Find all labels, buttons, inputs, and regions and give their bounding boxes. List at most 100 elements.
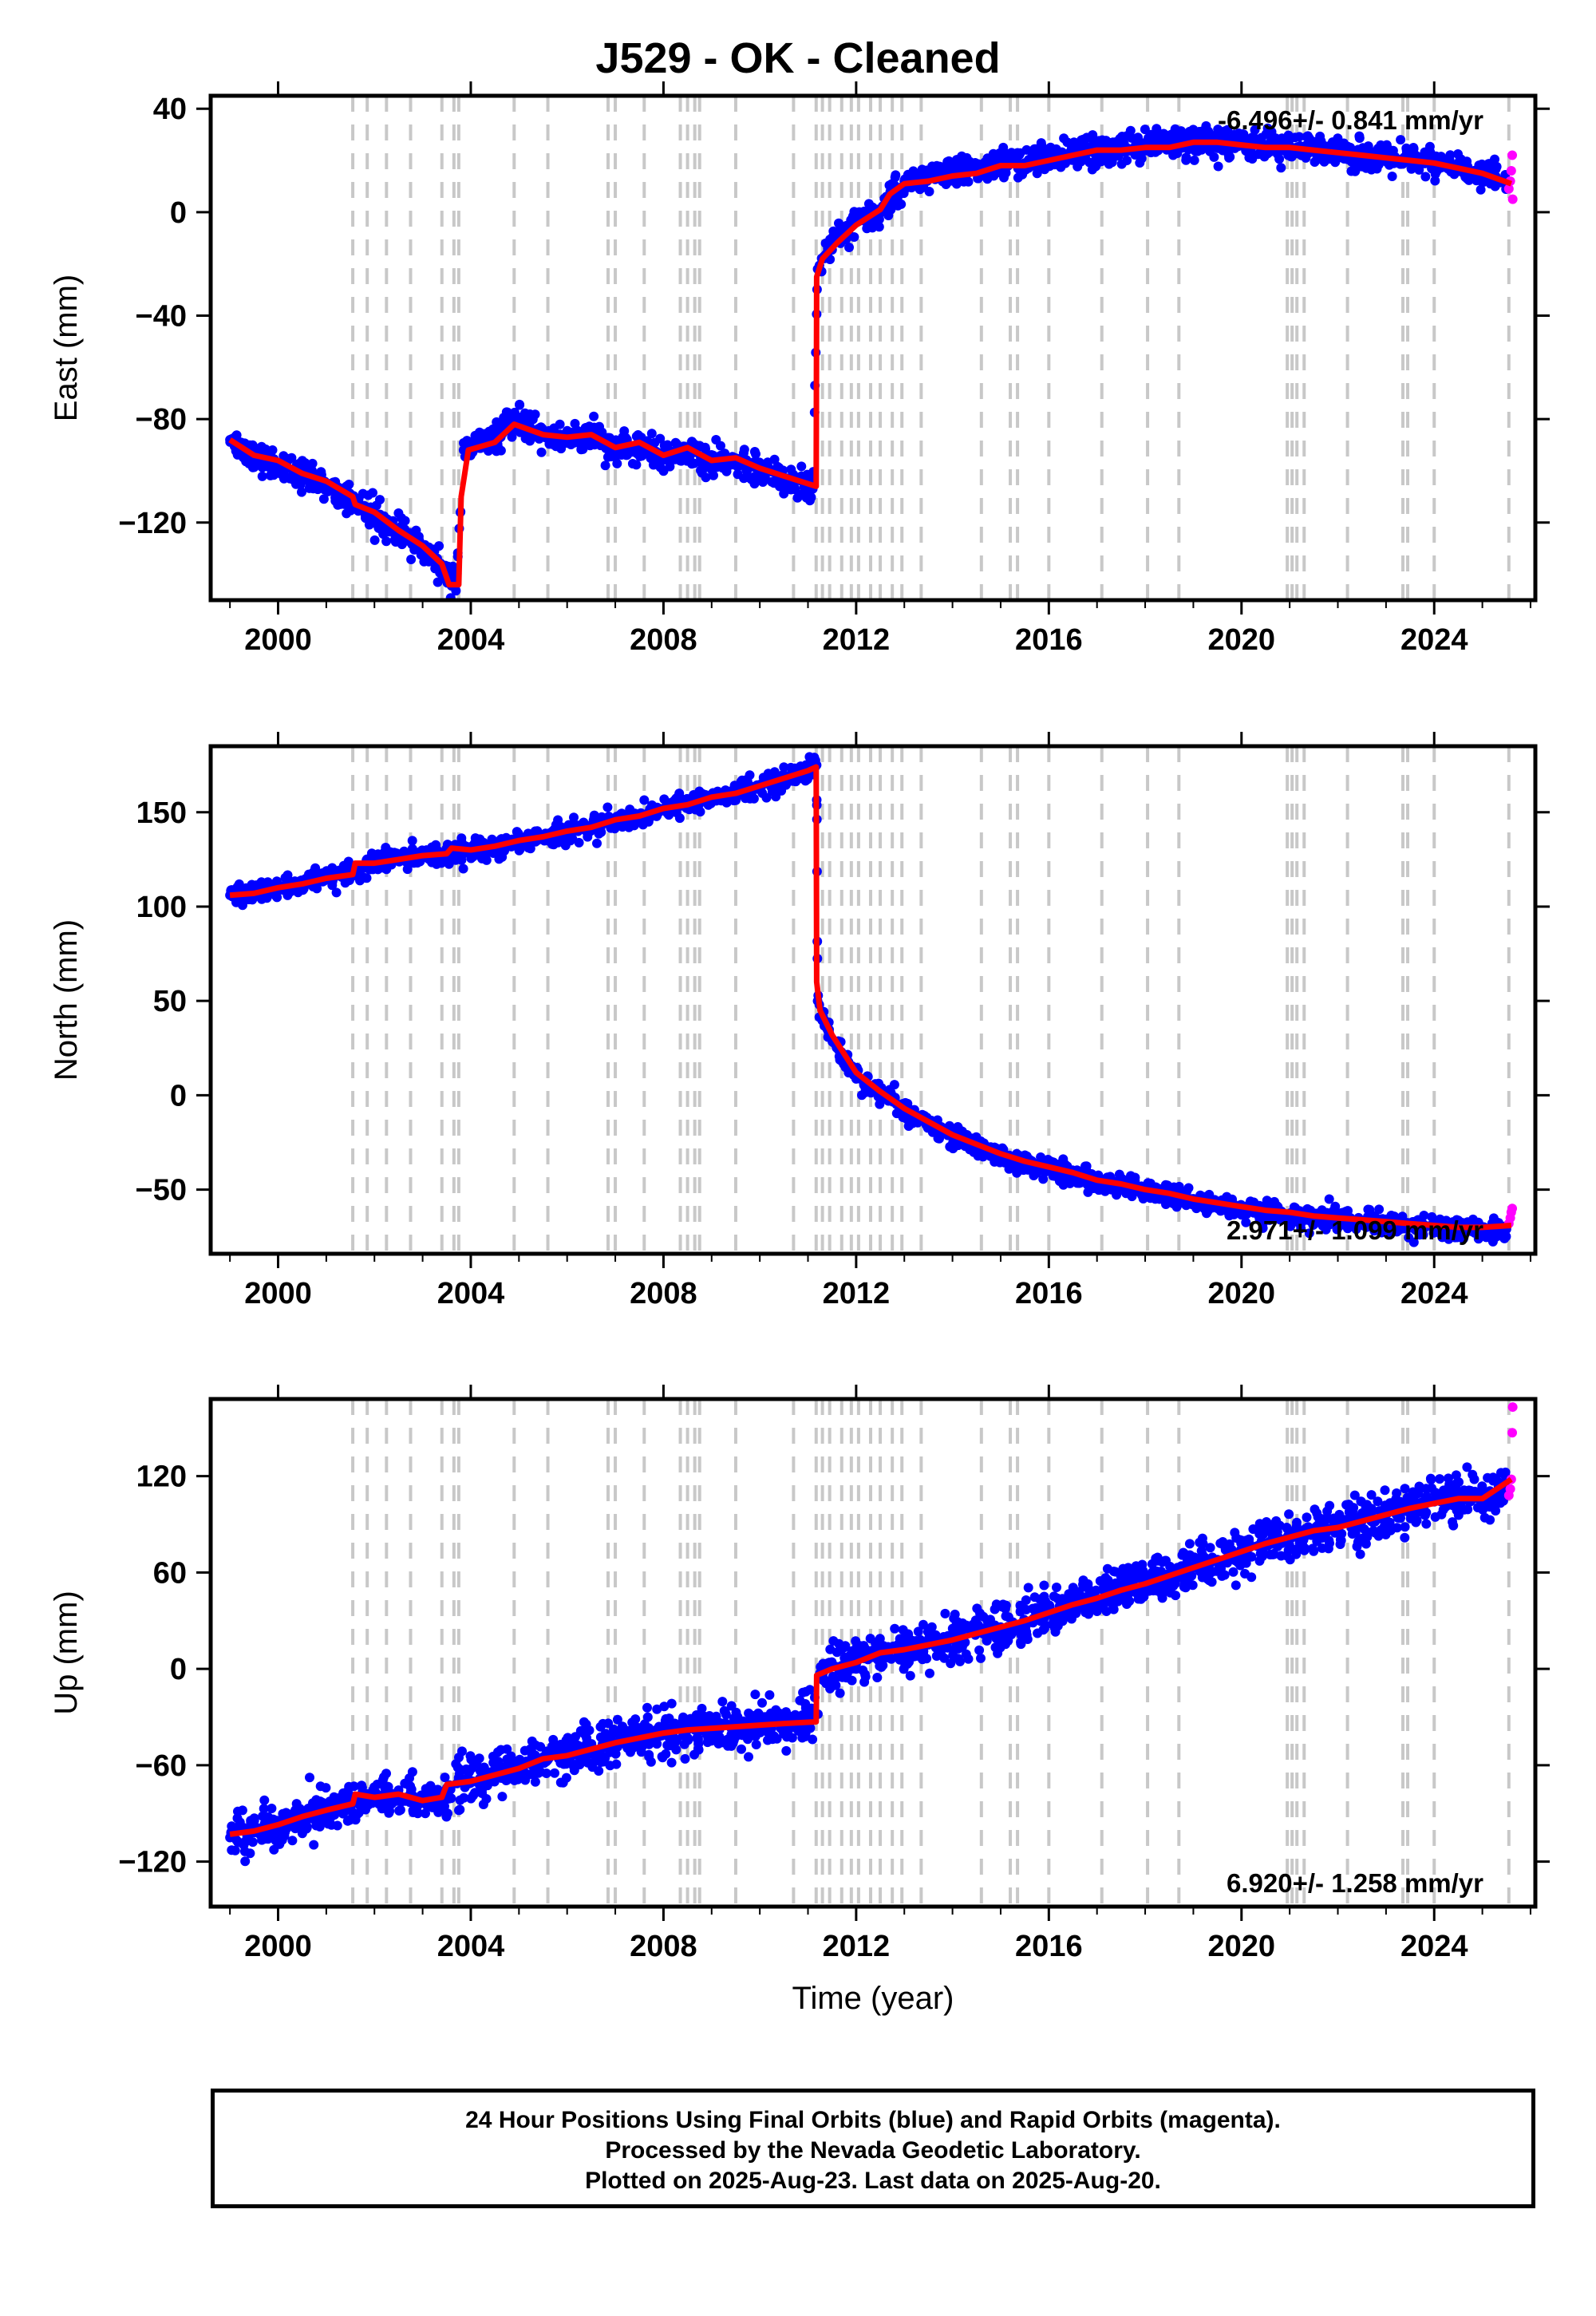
position-point xyxy=(280,872,290,883)
position-point xyxy=(1363,1204,1373,1215)
position-point xyxy=(232,1813,243,1824)
position-point xyxy=(1381,140,1392,150)
position-point xyxy=(646,429,657,439)
position-point xyxy=(594,1766,604,1776)
position-point xyxy=(1324,1194,1334,1204)
position-point xyxy=(336,496,346,507)
position-point xyxy=(1080,1162,1090,1172)
position-point xyxy=(369,535,380,545)
position-point xyxy=(481,1794,492,1804)
position-point xyxy=(804,1685,815,1695)
position-point xyxy=(519,1745,530,1756)
position-point xyxy=(733,1712,743,1722)
position-point xyxy=(950,177,961,188)
position-point xyxy=(407,836,417,846)
position-point xyxy=(709,1732,719,1742)
position-point xyxy=(750,1690,760,1700)
position-point xyxy=(233,1837,243,1848)
position-point xyxy=(1209,152,1219,162)
position-point xyxy=(744,1752,753,1762)
position-point xyxy=(240,1837,251,1848)
position-point xyxy=(263,877,273,887)
position-point xyxy=(297,1828,307,1839)
position-point xyxy=(874,215,883,225)
position-point xyxy=(639,795,650,805)
position-point xyxy=(592,838,602,848)
position-point xyxy=(719,1705,729,1716)
position-point xyxy=(234,879,244,889)
position-point xyxy=(825,1644,836,1654)
position-point xyxy=(768,1733,779,1743)
y-tick-label: 100 xyxy=(136,891,187,924)
position-point xyxy=(797,1710,808,1721)
position-point xyxy=(1276,163,1286,173)
position-point xyxy=(509,1775,519,1785)
position-point xyxy=(666,1757,677,1768)
position-point xyxy=(1262,148,1273,159)
position-point xyxy=(495,848,505,858)
x-tick-label: 2004 xyxy=(437,623,505,657)
position-point xyxy=(561,1773,571,1783)
position-point xyxy=(547,839,557,849)
position-point xyxy=(570,1738,580,1749)
position-point xyxy=(606,823,616,833)
position-point xyxy=(257,471,267,481)
position-point xyxy=(1223,1207,1233,1217)
position-point xyxy=(791,777,801,787)
position-point xyxy=(470,833,480,844)
position-point xyxy=(227,1845,237,1856)
position-point xyxy=(839,1642,849,1653)
position-point xyxy=(612,1714,622,1725)
position-point xyxy=(381,536,392,547)
position-point xyxy=(828,1636,839,1646)
position-point xyxy=(655,433,666,444)
position-point xyxy=(440,1773,450,1783)
position-point xyxy=(739,445,749,455)
position-point xyxy=(683,1733,693,1743)
position-point xyxy=(717,1697,728,1707)
position-point xyxy=(1293,1217,1303,1227)
position-point xyxy=(375,495,385,505)
position-point xyxy=(924,187,934,196)
position-point xyxy=(309,1840,319,1850)
position-point xyxy=(262,1816,272,1826)
position-point xyxy=(1021,144,1032,155)
position-point xyxy=(733,469,743,480)
position-point xyxy=(381,864,392,875)
position-point xyxy=(697,1703,707,1713)
position-point xyxy=(672,792,682,803)
position-point xyxy=(1387,172,1397,181)
position-point xyxy=(459,1792,469,1803)
position-point xyxy=(405,1786,416,1796)
position-point xyxy=(618,432,628,442)
position-point xyxy=(331,887,342,898)
position-point xyxy=(779,762,789,773)
position-point xyxy=(611,1728,622,1738)
x-tick-label: 2000 xyxy=(244,1277,312,1310)
y-axis-label: North (mm) xyxy=(49,919,84,1081)
position-point xyxy=(1483,1232,1494,1243)
position-point xyxy=(786,762,796,773)
position-point xyxy=(595,421,604,432)
position-point xyxy=(451,1759,461,1769)
position-point xyxy=(675,456,685,466)
position-point xyxy=(502,1775,512,1784)
plot-area xyxy=(225,96,1518,600)
position-point xyxy=(466,1793,476,1804)
position-point xyxy=(1093,157,1104,168)
position-point xyxy=(278,1808,288,1819)
plot-area xyxy=(225,746,1518,1254)
position-point xyxy=(1126,1171,1136,1181)
position-point xyxy=(368,488,377,498)
position-point xyxy=(455,1804,465,1815)
model-fit-line xyxy=(228,139,1512,588)
x-tick-label: 2024 xyxy=(1400,1277,1468,1310)
position-point xyxy=(259,1795,270,1805)
position-point xyxy=(1084,157,1095,168)
position-point xyxy=(1393,1225,1404,1235)
position-point xyxy=(674,813,685,824)
position-point xyxy=(458,864,468,874)
plot-frame xyxy=(208,93,1538,603)
